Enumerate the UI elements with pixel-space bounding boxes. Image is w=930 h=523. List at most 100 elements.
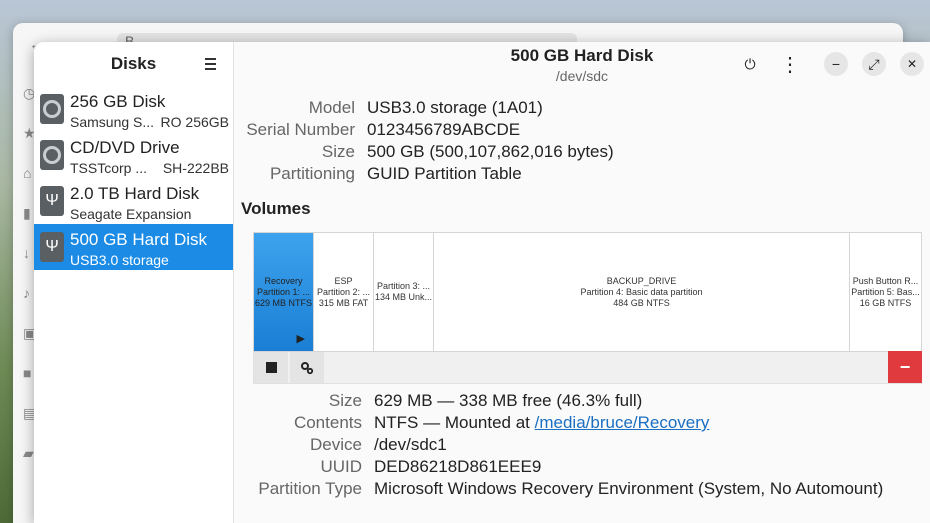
- partition-size: 315 MB FAT: [318, 297, 369, 308]
- serial-value: 0123456789ABCDE: [367, 120, 521, 139]
- usb-icon: Ψ: [40, 186, 64, 216]
- partition-label: Recovery: [264, 275, 303, 286]
- drive-model: SH-222BB: [162, 160, 229, 176]
- partition-size: 16 GB NTFS: [859, 297, 912, 308]
- part-size-value: 629 MB — 338 MB free (46.3% full): [374, 391, 643, 410]
- delete-partition-button[interactable]: −: [888, 351, 922, 383]
- home-icon: ⌂: [23, 165, 32, 181]
- drive-item-2tb-hard-disk[interactable]: Ψ 2.0 TB Hard Disk Seagate Expansion: [34, 178, 233, 224]
- contents-label: Contents: [293, 413, 362, 432]
- volumes-heading: Volumes: [241, 199, 311, 218]
- sidebar-title: Disks: [110, 54, 157, 73]
- serial-row: Serial Number 0123456789ABCDE: [234, 119, 614, 141]
- size-value: 500 GB (500,107,862,016 bytes): [367, 142, 614, 161]
- partition-number: Partition 2: ...: [316, 286, 371, 297]
- drive-model: RO 256GB: [160, 114, 229, 130]
- unmount-button[interactable]: [254, 352, 288, 383]
- power-off-icon[interactable]: ⏻: [744, 55, 756, 72]
- drive-name: CD/DVD Drive: [70, 138, 180, 157]
- drive-item-500gb-hard-disk[interactable]: Ψ 500 GB Hard Disk USB3.0 storage: [34, 224, 233, 270]
- partition-details: Size 629 MB — 338 MB free (46.3% full) C…: [234, 390, 883, 500]
- drive-name: 500 GB Hard Disk: [70, 230, 207, 249]
- uuid-row: UUID DED86218D861EEE9: [234, 456, 883, 478]
- title-block: 500 GB Hard Disk /dev/sdc: [234, 45, 930, 85]
- maximize-icon[interactable]: ⤢: [862, 52, 886, 76]
- recent-icon: ◷: [23, 85, 36, 101]
- drive-item-256gb-disk[interactable]: 256 GB Disk Samsung S... RO 256GB: [34, 86, 233, 132]
- partition-size: 484 GB NTFS: [613, 297, 670, 308]
- volume-map: Recovery Partition 1: ... 629 MB NTFS ▶ …: [253, 232, 922, 352]
- gears-icon: [301, 361, 314, 374]
- partition-type-row: Partition Type Microsoft Windows Recover…: [234, 478, 883, 500]
- uuid-value: DED86218D861EEE9: [374, 457, 542, 476]
- disk-properties: Model USB3.0 storage (1A01) Serial Numbe…: [234, 97, 614, 185]
- partitioning-value: GUID Partition Table: [367, 164, 522, 183]
- drive-item-cd-dvd-drive[interactable]: CD/DVD Drive TSSTcorp ... SH-222BB: [34, 132, 233, 178]
- optical-drive-icon: [40, 140, 64, 170]
- device-row: Device /dev/sdc1: [234, 434, 883, 456]
- partition-block-3[interactable]: Partition 3: ... 134 MB Unk...: [374, 233, 434, 351]
- kebab-menu-icon[interactable]: ⋮: [780, 53, 800, 76]
- contents-prefix: NTFS — Mounted at: [374, 413, 535, 432]
- drive-description: Samsung S... RO 256GB: [70, 114, 233, 130]
- music-icon: ♪: [23, 285, 30, 301]
- serial-label: Serial Number: [246, 120, 355, 139]
- partition-label: Push Button R...: [852, 275, 919, 286]
- partitioning-row: Partitioning GUID Partition Table: [234, 163, 614, 185]
- disk-device-path: /dev/sdc: [555, 68, 609, 84]
- sidebar: Disks 256 GB Disk Samsung S... RO 256GB …: [34, 42, 234, 523]
- hard-disk-icon: [40, 94, 64, 124]
- partition-size: 134 MB Unk...: [374, 292, 433, 302]
- volume-toolbar: −: [253, 351, 922, 384]
- drive-description: Seagate Expansion: [70, 206, 233, 222]
- sidebar-header: Disks: [34, 42, 233, 86]
- drive-description: USB3.0 storage: [70, 252, 233, 268]
- background-sidebar: ◷ ★ ⌂ ▮ ↓ ♪ ▣ ■ ▤ ▰: [23, 83, 37, 463]
- drive-vendor: Samsung S...: [70, 114, 155, 130]
- contents-value: NTFS — Mounted at /media/bruce/Recovery: [374, 413, 709, 433]
- hamburger-menu-icon[interactable]: [201, 55, 219, 73]
- mounted-indicator-icon: ▶: [296, 333, 305, 345]
- partition-block-2[interactable]: ESP Partition 2: ... 315 MB FAT: [314, 233, 374, 351]
- video-icon: ■: [23, 365, 32, 381]
- device-value: /dev/sdc1: [374, 435, 447, 454]
- contents-row: Contents NTFS — Mounted at /media/bruce/…: [234, 412, 883, 434]
- partition-type-label: Partition Type: [258, 479, 362, 498]
- partition-number: Partition 3: ...: [376, 281, 431, 291]
- partition-number: Partition 1: ...: [256, 286, 311, 297]
- document-icon: ▮: [23, 205, 31, 221]
- part-size-row: Size 629 MB — 338 MB free (46.3% full): [234, 390, 883, 412]
- picture-icon: ▣: [23, 325, 37, 341]
- stop-icon: [265, 362, 277, 373]
- model-value: USB3.0 storage (1A01): [367, 98, 543, 117]
- model-row: Model USB3.0 storage (1A01): [234, 97, 614, 119]
- partition-block-4[interactable]: BACKUP_DRIVE Partition 4: Basic data par…: [434, 233, 850, 351]
- partition-size: 629 MB NTFS: [254, 297, 312, 308]
- drive-icon: ▰: [23, 445, 34, 461]
- main-panel: 500 GB Hard Disk /dev/sdc ⏻ ⋮ − ⤢ ✕ Mode…: [234, 42, 930, 523]
- partition-label: ESP: [334, 275, 353, 286]
- partition-block-1[interactable]: Recovery Partition 1: ... 629 MB NTFS ▶: [254, 233, 314, 351]
- partition-number: Partition 4: Basic data partition: [580, 286, 703, 297]
- drive-vendor: Seagate Expansion: [70, 206, 192, 222]
- partition-options-button[interactable]: [290, 352, 324, 383]
- device-label: Device: [310, 435, 362, 454]
- part-size-label: Size: [328, 391, 362, 410]
- drive-vendor: TSSTcorp ...: [70, 160, 148, 176]
- drive-name: 2.0 TB Hard Disk: [70, 184, 200, 203]
- disks-window: Disks 256 GB Disk Samsung S... RO 256GB …: [34, 42, 930, 523]
- close-icon[interactable]: ✕: [900, 52, 924, 76]
- usb-icon: Ψ: [40, 232, 64, 262]
- size-label: Size: [321, 142, 355, 161]
- mount-point-link[interactable]: /media/bruce/Recovery: [534, 413, 710, 432]
- drive-name: 256 GB Disk: [70, 92, 166, 111]
- trash-icon: ▤: [23, 405, 37, 421]
- minimize-icon[interactable]: −: [824, 52, 848, 76]
- disk-title: 500 GB Hard Disk: [510, 46, 654, 65]
- partition-number: Partition 5: Bas...: [851, 286, 920, 297]
- download-icon: ↓: [23, 245, 30, 261]
- drive-description: TSSTcorp ... SH-222BB: [70, 160, 233, 176]
- partition-block-5[interactable]: Push Button R... Partition 5: Bas... 16 …: [850, 233, 921, 351]
- partition-type-value: Microsoft Windows Recovery Environment (…: [374, 479, 884, 498]
- drive-vendor: USB3.0 storage: [70, 252, 169, 268]
